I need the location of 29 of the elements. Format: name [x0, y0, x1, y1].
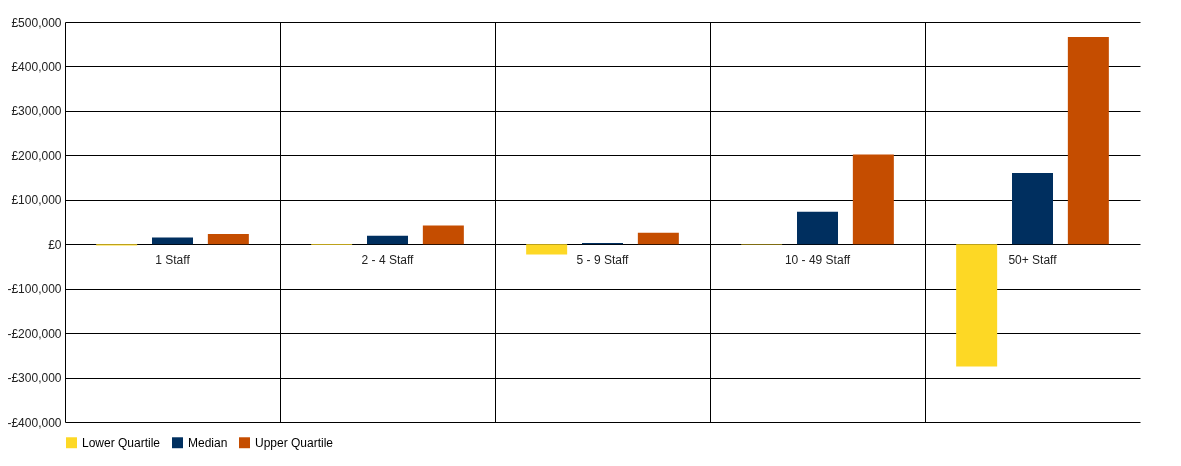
bar [422, 225, 464, 245]
bar [637, 232, 679, 245]
y-tick-label: -£400,000 [7, 415, 62, 430]
y-tick-label: £0 [48, 237, 62, 252]
legend-label: Upper Quartile [255, 435, 334, 450]
y-tick-label: -£300,000 [7, 371, 62, 386]
y-tick-label: £300,000 [11, 104, 62, 119]
y-tick-label: £100,000 [11, 193, 62, 208]
y-tick-label: -£100,000 [7, 282, 62, 297]
bar [797, 211, 838, 245]
bar [152, 237, 193, 245]
bar [526, 244, 568, 255]
bar [956, 244, 998, 367]
bar [1012, 173, 1053, 245]
y-tick-label: £200,000 [11, 148, 62, 163]
y-tick-label: -£200,000 [7, 326, 62, 341]
x-tick-label: 50+ Staff [1008, 252, 1058, 267]
bar [207, 234, 249, 245]
bar [1067, 37, 1109, 245]
bar [367, 235, 408, 245]
y-tick-label: £400,000 [11, 59, 62, 74]
legend-label: Lower Quartile [82, 435, 161, 450]
x-tick-label: 10 - 49 Staff [784, 252, 851, 267]
x-tick-label: 5 - 9 Staff [576, 252, 630, 267]
legend-label: Median [188, 435, 228, 450]
bar [852, 154, 894, 245]
x-tick-label: 2 - 4 Staff [361, 252, 415, 267]
y-tick-label: £500,000 [11, 15, 62, 30]
x-tick-label: 1 Staff [155, 252, 191, 267]
